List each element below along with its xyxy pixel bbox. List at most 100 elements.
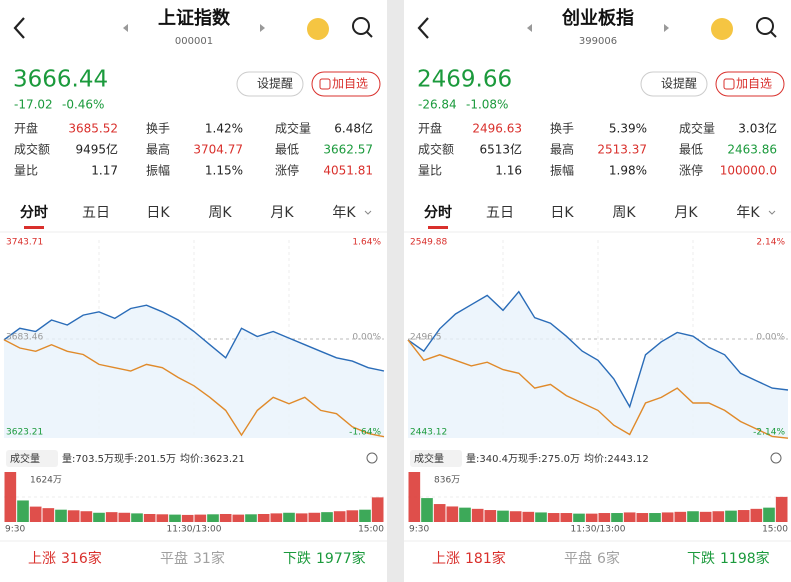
volume-bar	[725, 510, 737, 522]
stat-value: 2513.37	[597, 143, 647, 157]
time-mid: 11:30/13:00	[571, 525, 626, 535]
time-mid: 11:30/13:00	[167, 525, 222, 535]
breadth-label: 上涨	[432, 551, 460, 567]
volume-bar	[143, 513, 156, 522]
volume-info: 现手:275.0万	[518, 452, 580, 465]
tab[interactable]: 周K	[612, 205, 636, 221]
volume-bar	[181, 514, 194, 522]
volume-info: 量:703.5万	[62, 453, 114, 465]
volume-bar	[29, 506, 42, 522]
settings-icon[interactable]	[770, 452, 782, 464]
mascot-icon[interactable]	[711, 18, 733, 40]
tab[interactable]: 月K	[674, 205, 698, 221]
stat-value: 1.98%	[609, 164, 647, 178]
volume-bar	[207, 514, 219, 522]
stat-value: 3662.57	[323, 143, 373, 157]
tab[interactable]: 分时	[424, 204, 452, 221]
stat-value: 2496.63	[472, 122, 522, 136]
stat-label: 成交额	[14, 142, 50, 157]
volume-bar	[156, 514, 169, 522]
volume-max: 1624万	[30, 476, 62, 486]
search-icon[interactable]	[756, 17, 774, 35]
tab[interactable]: 年K	[736, 205, 760, 221]
volume-bar	[509, 511, 522, 522]
volume-bar	[535, 512, 547, 522]
year-chevron	[364, 210, 372, 215]
mascot-icon[interactable]	[307, 18, 329, 40]
volume-bar	[712, 511, 725, 522]
volume-bar	[80, 511, 93, 522]
volume-bar	[194, 514, 207, 522]
change: -17.02	[14, 98, 53, 112]
average-line	[407, 339, 789, 439]
search-icon[interactable]	[352, 17, 370, 35]
volume-bar	[17, 500, 29, 522]
tab[interactable]: 日K	[550, 205, 574, 221]
tab[interactable]: 月K	[270, 205, 294, 221]
prev-arrow[interactable]	[527, 24, 532, 32]
stat-label: 振幅	[146, 163, 170, 178]
volume-info: 均价:3623.21	[180, 453, 245, 465]
back-icon[interactable]	[13, 17, 25, 39]
tab-underline	[428, 226, 448, 229]
next-arrow[interactable]	[260, 24, 265, 32]
price-line	[3, 304, 385, 372]
volume-bar	[118, 512, 131, 522]
prev-arrow[interactable]	[123, 24, 128, 32]
tab[interactable]: 五日	[486, 205, 514, 221]
volume-bar	[522, 511, 535, 522]
y-min-label: 2443.12	[410, 428, 447, 438]
back-icon[interactable]	[417, 17, 429, 39]
volume-selector[interactable]	[6, 450, 58, 467]
watch-button[interactable]	[715, 71, 785, 97]
volume-bar	[333, 511, 346, 522]
title: 创业板指	[561, 7, 634, 29]
remind-button[interactable]	[640, 71, 708, 97]
pct-bottom: -2.14%	[753, 428, 785, 438]
breadth-value: 1977家	[316, 550, 366, 567]
breadth-label: 下跌	[687, 551, 715, 567]
volume-bar	[270, 513, 283, 522]
volume-bar	[219, 513, 232, 522]
volume-bar	[547, 513, 560, 522]
volume-bar	[321, 512, 333, 522]
tab[interactable]: 五日	[82, 205, 110, 221]
volume-bar	[131, 513, 143, 522]
time-end: 15:00	[358, 525, 384, 535]
tab[interactable]: 分时	[20, 204, 48, 221]
stat-label: 换手	[146, 122, 170, 136]
pct-top: 2.14%	[756, 238, 785, 248]
volume-bar	[497, 510, 509, 522]
volume-bar	[737, 510, 750, 522]
remind-button[interactable]	[236, 71, 304, 97]
stat-value: 3685.52	[68, 122, 118, 136]
watch-plus	[319, 78, 331, 90]
stat-label: 最高	[550, 142, 574, 157]
volume-bar	[560, 513, 573, 522]
next-arrow[interactable]	[664, 24, 669, 32]
volume-bar	[636, 513, 649, 522]
tab[interactable]: 周K	[208, 205, 232, 221]
tab[interactable]: 年K	[332, 205, 356, 221]
volume-bar	[105, 512, 118, 522]
stat-value: 4051.81	[323, 164, 373, 178]
year-chevron	[768, 210, 776, 215]
watch-plus	[723, 78, 735, 90]
settings-icon[interactable]	[366, 452, 378, 464]
volume-selector[interactable]	[410, 450, 462, 467]
tab[interactable]: 日K	[146, 205, 170, 221]
price-area	[408, 291, 788, 438]
stat-label: 成交额	[418, 142, 454, 157]
volume-label: 成交量	[414, 452, 444, 465]
pct-mid: 0.00%	[352, 333, 381, 343]
stat-label: 最低	[679, 143, 703, 157]
stat-label: 振幅	[550, 163, 574, 178]
stat-label: 换手	[550, 122, 574, 136]
remind-label: 设提醒	[661, 76, 697, 91]
change-pct: -1.08%	[466, 98, 508, 112]
stat-value: 1.15%	[205, 164, 243, 178]
breadth-label: 平盘	[564, 550, 592, 567]
watch-button[interactable]	[311, 71, 381, 97]
volume-info: 量:340.4万	[466, 453, 518, 465]
stat-value: 6513亿	[479, 142, 522, 157]
